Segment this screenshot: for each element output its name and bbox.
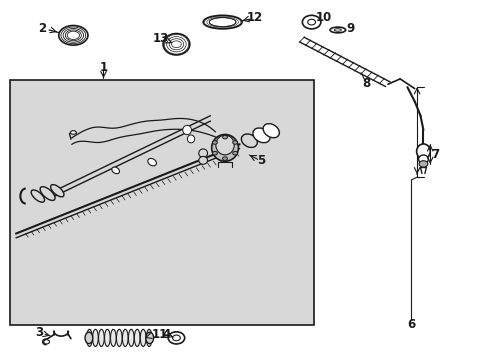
- Ellipse shape: [212, 152, 217, 155]
- Text: 6: 6: [407, 318, 414, 331]
- Ellipse shape: [209, 18, 236, 27]
- Ellipse shape: [199, 149, 207, 157]
- Ellipse shape: [140, 329, 146, 346]
- Ellipse shape: [222, 157, 227, 160]
- Ellipse shape: [232, 141, 237, 144]
- Ellipse shape: [416, 144, 429, 159]
- Ellipse shape: [85, 332, 93, 343]
- Text: 1: 1: [99, 61, 107, 74]
- Ellipse shape: [104, 329, 110, 346]
- Text: 12: 12: [246, 11, 263, 24]
- Ellipse shape: [334, 29, 341, 31]
- Ellipse shape: [215, 135, 234, 155]
- Bar: [10, 80, 313, 325]
- Text: 11: 11: [152, 328, 168, 341]
- Ellipse shape: [70, 131, 76, 134]
- Ellipse shape: [122, 329, 128, 346]
- Ellipse shape: [263, 124, 279, 138]
- Ellipse shape: [116, 329, 122, 346]
- Text: 8: 8: [361, 77, 369, 90]
- Ellipse shape: [99, 329, 104, 346]
- Ellipse shape: [183, 125, 191, 135]
- Ellipse shape: [40, 187, 55, 201]
- Ellipse shape: [147, 158, 156, 166]
- Ellipse shape: [112, 167, 119, 174]
- Ellipse shape: [187, 135, 194, 143]
- Ellipse shape: [146, 329, 152, 346]
- Ellipse shape: [168, 332, 184, 344]
- Ellipse shape: [43, 340, 49, 344]
- Ellipse shape: [31, 190, 44, 202]
- Ellipse shape: [203, 15, 242, 29]
- Ellipse shape: [59, 26, 88, 45]
- Ellipse shape: [222, 135, 227, 139]
- Ellipse shape: [418, 161, 427, 167]
- Text: 7: 7: [430, 148, 438, 161]
- Ellipse shape: [302, 15, 320, 29]
- Ellipse shape: [232, 152, 237, 155]
- Ellipse shape: [252, 128, 269, 143]
- Ellipse shape: [110, 329, 116, 346]
- Ellipse shape: [51, 185, 64, 197]
- Ellipse shape: [211, 134, 238, 161]
- Ellipse shape: [134, 329, 140, 346]
- Text: 5: 5: [257, 154, 265, 167]
- Text: 9: 9: [346, 22, 354, 35]
- Ellipse shape: [199, 157, 207, 164]
- Text: 3: 3: [35, 327, 43, 339]
- Ellipse shape: [172, 335, 180, 341]
- Text: 10: 10: [315, 10, 331, 24]
- Ellipse shape: [307, 19, 315, 25]
- Ellipse shape: [418, 155, 427, 163]
- Text: 4: 4: [162, 328, 170, 341]
- Ellipse shape: [128, 329, 134, 346]
- Ellipse shape: [86, 329, 92, 346]
- Ellipse shape: [329, 27, 345, 33]
- Ellipse shape: [212, 141, 217, 144]
- Ellipse shape: [92, 329, 98, 346]
- Ellipse shape: [241, 134, 257, 148]
- Ellipse shape: [163, 33, 189, 55]
- Text: 13: 13: [152, 32, 169, 45]
- Text: 2: 2: [38, 22, 46, 35]
- Ellipse shape: [145, 332, 153, 343]
